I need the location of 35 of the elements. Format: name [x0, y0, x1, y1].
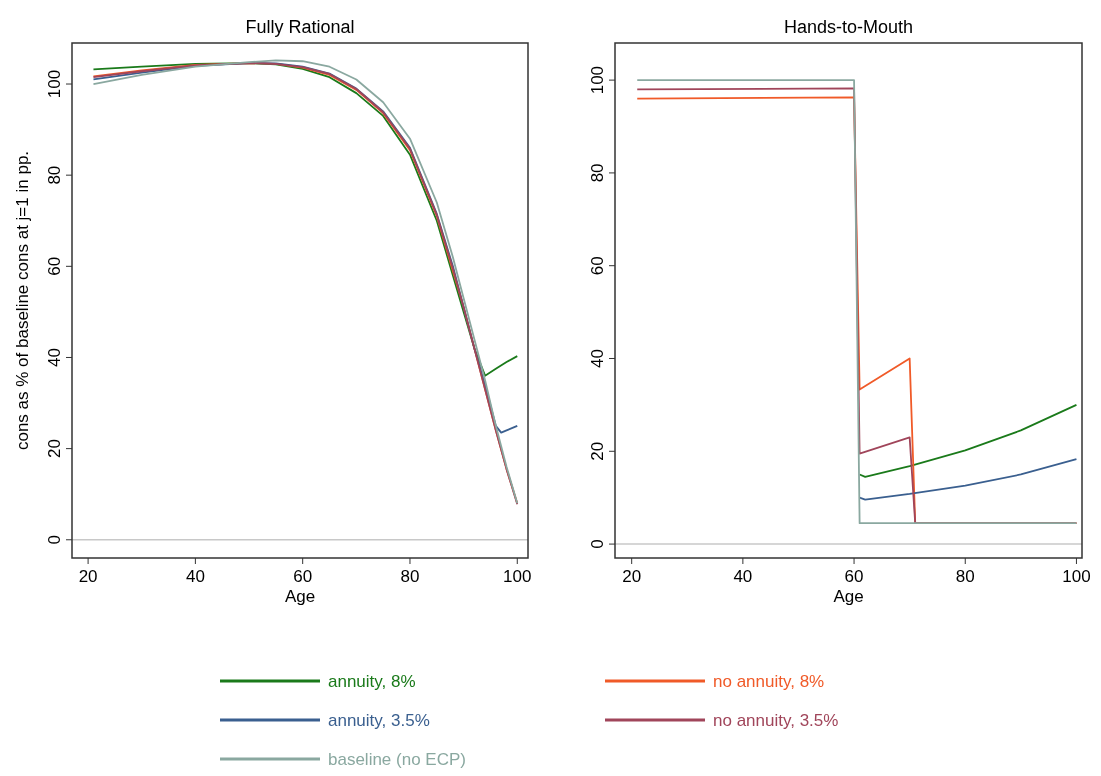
text: no annuity, 3.5%	[713, 711, 839, 730]
y-axis-title: cons as % of baseline cons at j=1 in pp.	[13, 150, 32, 451]
y-tick-label: 20	[45, 439, 64, 459]
y-tick-label: 60	[45, 256, 64, 276]
y-tick-label: 40	[45, 348, 64, 367]
x-tick-label: 100	[503, 567, 532, 586]
line-series	[858, 403, 1078, 478]
x-tick-label: 20	[622, 567, 642, 586]
y-tick-label: 0	[588, 539, 607, 549]
y-tick-label: 80	[45, 165, 64, 185]
y-tick-label: 60	[588, 256, 607, 276]
x-tick-label: 60	[844, 567, 864, 586]
chart-title: Fully Rational	[245, 17, 355, 37]
x-axis-title: Age	[833, 587, 864, 606]
line-series	[858, 458, 1078, 501]
x-tick-label: 60	[293, 567, 313, 586]
text: annuity, 3.5%	[328, 711, 430, 730]
y-tick-label: 20	[588, 441, 607, 461]
y-tick-label: 100	[45, 69, 64, 99]
x-tick-label: 40	[733, 567, 753, 586]
y-tick-label: 0	[45, 535, 64, 545]
chart-title: Hands-to-Mouth	[783, 17, 914, 37]
x-tick-label: 20	[78, 567, 98, 586]
text: no annuity, 8%	[713, 672, 825, 691]
x-tick-label: 80	[400, 567, 420, 586]
y-tick-label: 80	[588, 163, 607, 183]
x-tick-label: 40	[185, 567, 205, 586]
line-series	[92, 62, 519, 377]
x-tick-label: 80	[955, 567, 975, 586]
y-tick-label: 40	[588, 349, 607, 368]
text: baseline (no ECP)	[328, 750, 466, 769]
x-axis-title: Age	[284, 587, 316, 606]
x-tick-label: 100	[1062, 567, 1091, 586]
y-tick-label: 100	[588, 65, 607, 95]
text: annuity, 8%	[328, 672, 416, 691]
